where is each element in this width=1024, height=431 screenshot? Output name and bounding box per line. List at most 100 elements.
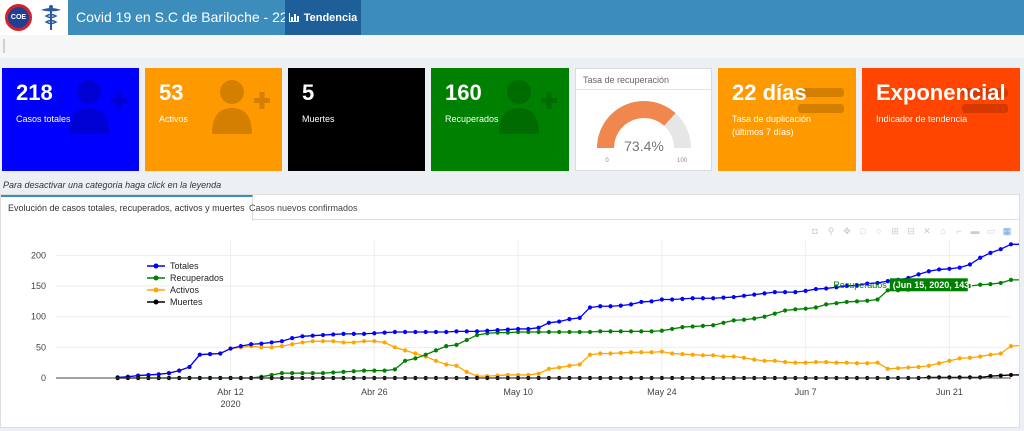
legend-item-muertes[interactable]: Muertes [147, 297, 203, 307]
data-point [310, 333, 315, 338]
data-point [895, 366, 901, 371]
data-point [793, 290, 798, 295]
data-point [670, 351, 675, 356]
gauge-tasa-recuperacion: Tasa de recuperación 73.4% 0 100 [575, 68, 712, 171]
chart-grid [56, 240, 1011, 378]
data-point [146, 372, 151, 378]
data-point [978, 255, 983, 260]
legend-item-activos[interactable]: Activos [147, 285, 200, 295]
box-label-line2: (últimos 7 días) [732, 127, 794, 137]
data-point [515, 329, 521, 335]
data-point [844, 283, 849, 289]
data-point [474, 332, 480, 338]
box-casos-totales: 218 Casos totales [2, 68, 139, 171]
legend-item-recuperados[interactable]: Recuperados [147, 273, 224, 283]
data-point [967, 262, 973, 267]
zoom-in-icon[interactable]: ⊞ [891, 226, 899, 236]
data-point [269, 372, 274, 378]
data-point [279, 339, 285, 344]
y-tick-label: 100 [31, 312, 46, 322]
data-point [331, 339, 336, 344]
data-point [372, 331, 377, 336]
reset-axes-icon[interactable]: ⌂ [940, 226, 946, 236]
data-point [228, 346, 233, 351]
x-tick-label: Jun 21 [936, 387, 963, 397]
data-point [978, 375, 983, 380]
data-point [947, 375, 952, 380]
data-point [618, 329, 623, 334]
hover-compare-icon[interactable]: ▭ [986, 226, 996, 236]
data-point [721, 295, 726, 300]
data-point [916, 364, 921, 370]
data-point [177, 368, 182, 373]
data-point [454, 363, 459, 368]
data-point [249, 342, 254, 347]
data-point [300, 340, 305, 345]
pan-icon[interactable]: ✥ [843, 226, 851, 236]
top-navbar: COE Covid 19 en S.C de Bariloche - 22/6/… [0, 0, 1024, 35]
plotly-logo-icon[interactable]: ▦ [1002, 226, 1012, 236]
data-point [444, 344, 449, 349]
data-point [844, 299, 849, 305]
data-point [854, 361, 860, 366]
legend-label: Activos [170, 285, 200, 295]
data-point [536, 329, 541, 335]
chart-legend: Totales Recuperados Activos Muertes [147, 261, 224, 307]
series-line [117, 279, 1019, 379]
zoom-out-icon[interactable]: ⊟ [907, 226, 915, 236]
hover-tooltip: Recuperados (Jun 15, 2020, 143) [833, 278, 972, 292]
gauge-value-text: 73.4% [624, 138, 664, 154]
box-value: 22 días [732, 80, 807, 105]
tab-evolucion[interactable]: Evolución de casos totales, recuperados,… [1, 195, 253, 221]
data-point [628, 350, 634, 355]
chart-series [115, 242, 1019, 381]
legend-item-totales[interactable]: Totales [147, 261, 199, 271]
box-select-icon[interactable]: □ [860, 226, 866, 236]
box-value: 160 [445, 80, 482, 105]
data-point [567, 329, 572, 335]
data-point [310, 370, 315, 376]
hover-closest-icon[interactable]: ▬ [970, 226, 980, 236]
legend-label: Totales [170, 261, 199, 271]
lasso-icon[interactable]: ○ [876, 226, 882, 236]
data-point [382, 340, 387, 345]
user-plus-icon [69, 80, 127, 134]
data-point [937, 375, 942, 380]
data-point [700, 296, 706, 301]
box-value: Exponencial [876, 80, 1006, 105]
data-point [967, 355, 973, 360]
data-point [628, 329, 634, 334]
tab-tendencia-label: Tendencia [303, 11, 358, 24]
box-value: 5 [302, 80, 315, 105]
tab-casos-nuevos[interactable]: Casos nuevos confirmados [249, 203, 358, 213]
data-point [505, 330, 510, 335]
tab-tendencia[interactable]: Tendencia [285, 0, 361, 35]
data-point [372, 368, 377, 373]
zoom-icon[interactable]: ⚲ [827, 226, 835, 236]
data-point [844, 360, 849, 365]
data-point [659, 328, 664, 333]
data-point [782, 290, 788, 295]
chart-axes: 0 50 100 150 200 Abr 12 2020 Abr 26 May 10 May 24… [31, 250, 1011, 409]
data-point [824, 359, 829, 365]
sidebar-toggle-handle[interactable] [3, 39, 5, 53]
data-point [372, 339, 377, 344]
data-point [300, 334, 305, 339]
data-point [259, 345, 264, 350]
series-line [117, 243, 1019, 379]
data-point [413, 351, 418, 356]
autoscale-icon[interactable]: ✕ [923, 226, 931, 236]
box-label: Recuperados [445, 114, 499, 124]
data-point [865, 298, 870, 303]
data-point [731, 354, 736, 359]
data-point [988, 250, 993, 255]
y-tick-label: 200 [31, 250, 46, 260]
data-point [546, 329, 552, 335]
camera-icon[interactable]: ◘ [812, 226, 818, 236]
data-point [885, 366, 890, 371]
data-point [382, 368, 387, 373]
data-point [454, 329, 459, 334]
data-point [988, 282, 993, 287]
data-point [998, 351, 1003, 356]
spike-lines-icon[interactable]: ⌐ [956, 226, 962, 236]
